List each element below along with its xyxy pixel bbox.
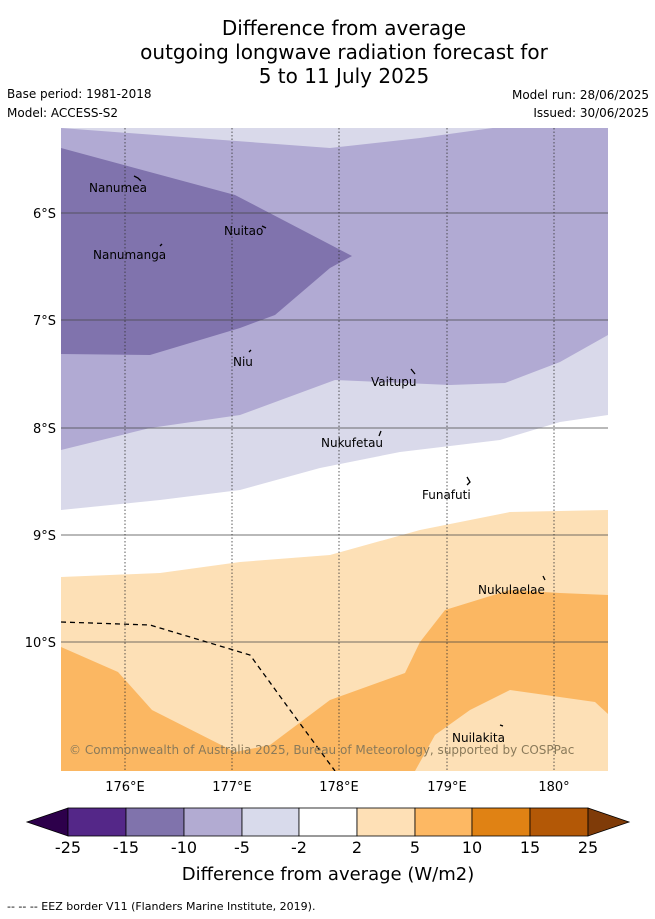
place-funafuti: Funafuti [422, 488, 471, 502]
lon-tick-177e: 177°E [212, 780, 252, 795]
eez-border [61, 621, 336, 771]
colorbar-cell-6 [356, 807, 416, 837]
cb-tick-2: -15 [113, 838, 139, 857]
lon-tick-176e: 176°E [105, 780, 145, 795]
colorbar-ticks: -25 -15 -10 -5 -2 2 5 10 15 25 [55, 838, 598, 857]
colorbar-cell-7 [414, 807, 473, 837]
cb-tick-3: -10 [171, 838, 197, 857]
place-nanumanga: Nanumanga [93, 248, 166, 262]
lat-tick-10s: 10°S [25, 636, 56, 651]
cb-tick-6: 2 [352, 838, 362, 857]
issued-date: Issued: 30/06/2025 [533, 106, 649, 120]
colorbar [25, 807, 631, 837]
lat-tick-9s: 9°S [33, 529, 56, 544]
colorbar-extend-high [587, 807, 631, 837]
place-nuilakita: Nuilakita [452, 731, 505, 745]
place-nukufetau: Nukufetau [321, 436, 383, 450]
chart-title: Difference from average outgoing longwav… [0, 16, 655, 88]
cb-tick-10: 25 [578, 838, 598, 857]
colorbar-extend-low [25, 807, 69, 837]
model-run: Model run: 28/06/2025 [511, 88, 649, 102]
title-line-1: Difference from average [221, 16, 467, 40]
place-vaitupu: Vaitupu [371, 375, 417, 389]
lat-tick-7s: 7°S [33, 314, 56, 329]
place-nanumea: Nanumea [89, 181, 147, 195]
copyright-credit: © Commonwealth of Australia 2025, Bureau… [69, 743, 574, 757]
cb-tick-8: 10 [462, 838, 482, 857]
place-nukulaelae: Nukulaelae [478, 583, 545, 597]
latitude-labels: 6°S 7°S 8°S 9°S 10°S [25, 207, 56, 651]
eez-legend-footnote: -- -- -- EEZ border V11 (Flanders Marine… [7, 900, 316, 913]
place-nuitao: Nuitao [224, 224, 263, 238]
meridian-lines [124, 128, 555, 771]
colorbar-cell-5 [298, 807, 358, 837]
cb-tick-9: 15 [520, 838, 540, 857]
longitude-labels: 176°E 177°E 178°E 179°E 180° [105, 780, 569, 795]
colorbar-cell-9 [529, 807, 589, 837]
lon-tick-180: 180° [538, 780, 569, 795]
cb-tick-7: 5 [410, 838, 420, 857]
colorbar-label: Difference from average (W/m2) [182, 864, 474, 885]
colorbar-cell-4 [241, 807, 300, 837]
cb-tick-5: -2 [291, 838, 307, 857]
colorbar-cell-8 [471, 807, 531, 837]
cb-tick-4: -5 [234, 838, 250, 857]
model-name: Model: ACCESS-S2 [7, 106, 119, 120]
cb-tick-1: -25 [55, 838, 81, 857]
place-niu: Niu [233, 355, 253, 369]
lon-tick-179e: 179°E [427, 780, 467, 795]
contour-5-10 [61, 590, 608, 771]
lat-tick-6s: 6°S [33, 207, 56, 222]
lon-tick-178e: 178°E [319, 780, 359, 795]
title-line-2: outgoing longwave radiation forecast for [140, 40, 548, 64]
island-marks [133, 175, 546, 727]
lat-tick-8s: 8°S [33, 422, 56, 437]
colorbar-cell-3 [183, 807, 243, 837]
colorbar-cell-2 [125, 807, 185, 837]
map-gridlines [61, 212, 608, 643]
map-area: Nanumea Nuitao Nanumanga Niu Vaitupu Nuk… [61, 128, 608, 771]
base-period: Base period: 1981-2018 [7, 87, 152, 101]
colorbar-cell-1 [67, 807, 127, 837]
contour-minus15-minus10 [61, 148, 352, 355]
title-line-3: 5 to 11 July 2025 [258, 64, 430, 88]
